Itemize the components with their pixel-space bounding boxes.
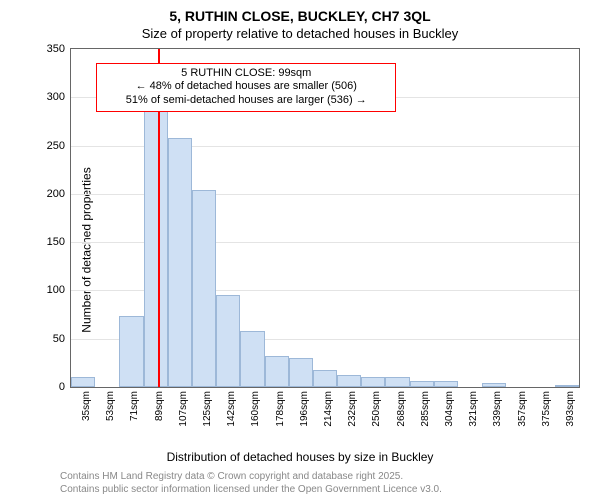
x-tick-label: 339sqm bbox=[492, 391, 503, 427]
y-tick-label: 250 bbox=[47, 140, 65, 152]
x-tick-label: 107sqm bbox=[178, 391, 189, 427]
histogram-bar bbox=[482, 383, 506, 387]
chart-subtitle: Size of property relative to detached ho… bbox=[0, 26, 600, 41]
footer-line-2: Contains public sector information licen… bbox=[60, 484, 442, 497]
annotation-line-3: 51% of semi-detached houses are larger (… bbox=[103, 94, 389, 108]
histogram-bar bbox=[361, 377, 385, 387]
histogram-bar bbox=[385, 377, 409, 387]
x-tick-label: 125sqm bbox=[202, 391, 213, 427]
x-tick-label: 142sqm bbox=[226, 391, 237, 427]
y-tick-label: 350 bbox=[47, 43, 65, 55]
histogram-bar bbox=[337, 375, 361, 387]
x-tick-label: 196sqm bbox=[299, 391, 310, 427]
x-tick-label: 268sqm bbox=[396, 391, 407, 427]
x-tick-label: 232sqm bbox=[347, 391, 358, 427]
x-tick-label: 375sqm bbox=[541, 391, 552, 427]
x-tick-label: 53sqm bbox=[105, 391, 116, 421]
x-axis-label: Distribution of detached houses by size … bbox=[0, 450, 600, 464]
histogram-bar bbox=[313, 370, 337, 387]
annotation-line-1: 5 RUTHIN CLOSE: 99sqm bbox=[103, 67, 389, 81]
chart-title: 5, RUTHIN CLOSE, BUCKLEY, CH7 3QL bbox=[0, 8, 600, 24]
histogram-bar bbox=[168, 138, 192, 387]
histogram-bar bbox=[289, 358, 313, 387]
histogram-bar bbox=[216, 295, 240, 387]
y-tick-label: 50 bbox=[53, 333, 65, 345]
histogram-bar bbox=[555, 385, 579, 387]
x-tick-label: 178sqm bbox=[275, 391, 286, 427]
y-tick-label: 200 bbox=[47, 188, 65, 200]
x-tick-label: 357sqm bbox=[517, 391, 528, 427]
x-tick-label: 304sqm bbox=[444, 391, 455, 427]
y-tick-label: 150 bbox=[47, 236, 65, 248]
x-tick-label: 321sqm bbox=[468, 391, 479, 427]
y-tick-label: 300 bbox=[47, 91, 65, 103]
x-tick-label: 250sqm bbox=[371, 391, 382, 427]
x-tick-label: 393sqm bbox=[565, 391, 576, 427]
histogram-bar bbox=[240, 331, 264, 387]
histogram-bar bbox=[434, 381, 458, 387]
plot-area: 05010015020025030035035sqm53sqm71sqm89sq… bbox=[70, 48, 580, 388]
chart-container: 5, RUTHIN CLOSE, BUCKLEY, CH7 3QL Size o… bbox=[0, 0, 600, 500]
x-tick-label: 35sqm bbox=[81, 391, 92, 421]
histogram-bar bbox=[265, 356, 289, 387]
x-tick-label: 214sqm bbox=[323, 391, 334, 427]
histogram-bar bbox=[144, 109, 168, 387]
histogram-bar bbox=[119, 316, 143, 387]
y-tick-label: 0 bbox=[59, 381, 65, 393]
x-tick-label: 89sqm bbox=[154, 391, 165, 421]
annotation-line-2: ← 48% of detached houses are smaller (50… bbox=[103, 80, 389, 94]
y-tick-label: 100 bbox=[47, 284, 65, 296]
x-tick-label: 285sqm bbox=[420, 391, 431, 427]
x-tick-label: 71sqm bbox=[129, 391, 140, 421]
histogram-bar bbox=[71, 377, 95, 387]
footer-line-1: Contains HM Land Registry data © Crown c… bbox=[60, 471, 442, 484]
histogram-bar bbox=[410, 381, 434, 387]
histogram-bar bbox=[192, 190, 216, 387]
x-tick-label: 160sqm bbox=[250, 391, 261, 427]
marker-annotation: 5 RUTHIN CLOSE: 99sqm ← 48% of detached … bbox=[96, 63, 396, 112]
attribution-footer: Contains HM Land Registry data © Crown c… bbox=[60, 471, 442, 496]
